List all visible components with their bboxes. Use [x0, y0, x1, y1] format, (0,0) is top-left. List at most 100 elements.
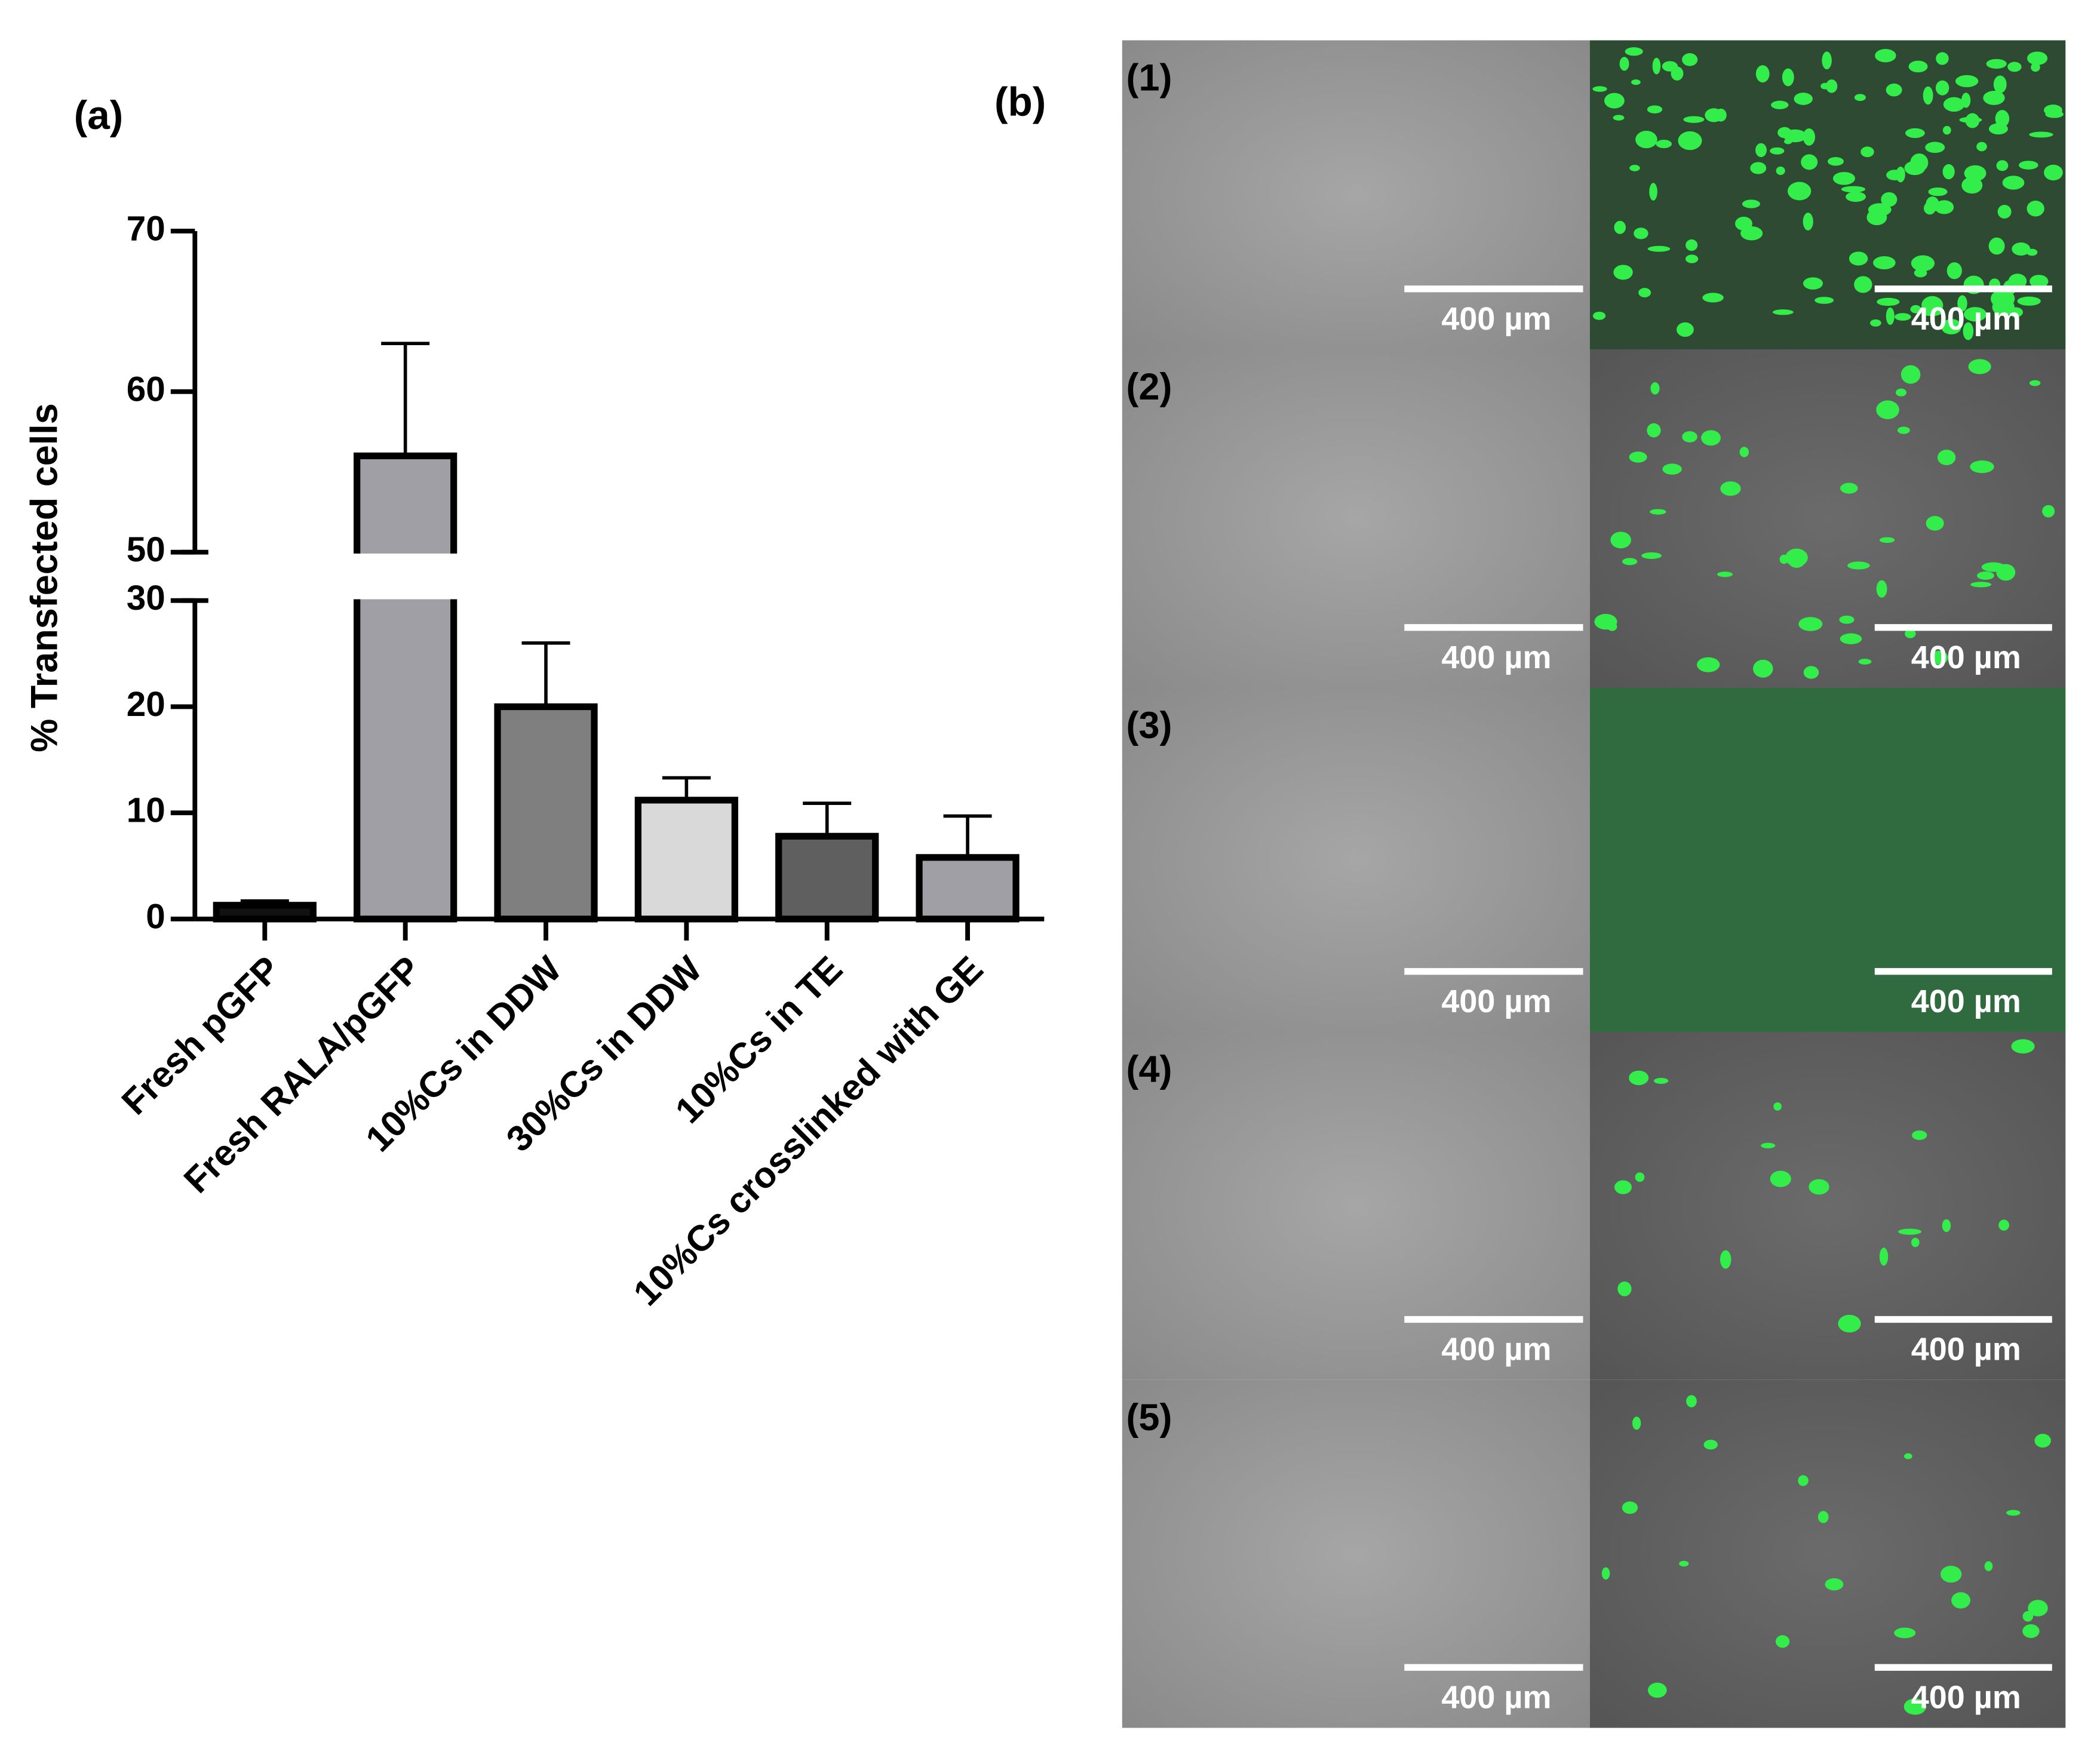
y-tick-label: 20 — [127, 685, 165, 724]
cell-spot — [1995, 110, 2010, 128]
cell-spot — [2002, 176, 2025, 190]
cell-spot — [2027, 51, 2048, 65]
cell-spot — [1926, 516, 1944, 531]
cell-spot — [1970, 582, 1992, 588]
cell-spot — [2022, 1611, 2034, 1622]
cell-spot — [1976, 142, 1987, 152]
cell-spot — [1900, 365, 1921, 384]
cell-spot — [1904, 1453, 1912, 1459]
cell-spot — [1996, 564, 2016, 581]
cell-spot — [1895, 313, 1911, 321]
cell-spot — [1959, 116, 1982, 123]
cell-spot — [2034, 1434, 2051, 1448]
cell-spot — [1594, 613, 1617, 630]
row-label: (5) — [1126, 1397, 1172, 1439]
cell-spot — [1701, 430, 1721, 446]
cell-spot — [1803, 277, 1823, 290]
cell-spot — [1622, 1501, 1638, 1514]
cell-spot — [1783, 139, 1792, 145]
cell-spot — [1647, 105, 1663, 113]
cell-spot — [1986, 59, 2007, 69]
cell-spot — [1936, 52, 1949, 65]
cell-spot — [1840, 633, 1862, 644]
cell-spot — [1847, 561, 1870, 570]
cell-spot — [1683, 116, 1705, 123]
cell-spot — [1619, 57, 1629, 71]
cell-spot — [2042, 505, 2055, 518]
y-tick-label: 70 — [127, 209, 165, 248]
fluorescence-image — [1589, 1379, 2066, 1728]
cell-spot — [1787, 182, 1812, 201]
cell-spot — [1647, 1682, 1667, 1698]
scale-bar-label: 400 µm — [1911, 640, 2021, 675]
cell-spot — [1839, 615, 1855, 624]
cell-spot — [1753, 659, 1773, 678]
cell-spot — [1977, 571, 1994, 580]
cell-spot — [1656, 140, 1672, 149]
cell-spot — [1601, 1567, 1610, 1580]
cell-spot — [1678, 131, 1702, 150]
cell-spot — [1740, 226, 1763, 241]
cell-spot — [1870, 319, 1881, 327]
cell-spot — [2018, 161, 2038, 170]
cell-spot — [1682, 431, 1697, 442]
cell-spot — [1920, 308, 1943, 316]
cell-spot — [1686, 1395, 1697, 1407]
cell-spot — [1794, 93, 1813, 105]
cell-spot — [1879, 1247, 1889, 1266]
y-tick-label: 10 — [127, 791, 165, 830]
cell-spot — [1652, 57, 1661, 75]
cell-spot — [1625, 47, 1643, 56]
cell-spot — [1750, 162, 1767, 174]
cell-spot — [1912, 1130, 1927, 1141]
cell-spot — [1761, 1142, 1776, 1149]
cell-spot — [1968, 359, 1991, 374]
cell-spot — [1826, 79, 1838, 93]
cell-spot — [1925, 142, 1945, 153]
cell-spot — [1782, 68, 1794, 87]
cell-spot — [1785, 548, 1808, 567]
cell-spot — [2028, 1600, 2048, 1617]
cell-spot — [1854, 276, 1872, 293]
cell-spot — [1914, 268, 1927, 278]
cell-spot — [1771, 100, 1789, 109]
cell-spot — [1942, 125, 1951, 135]
cell-spot — [1629, 451, 1647, 463]
cell-spot — [1629, 164, 1640, 171]
cell-spot — [1941, 321, 1961, 334]
cell-spot — [1685, 239, 1698, 251]
cell-spot — [1635, 131, 1657, 149]
cell-spot — [2029, 380, 2041, 386]
cell-spot — [2029, 131, 2053, 138]
cell-spot — [1879, 537, 1895, 543]
cell-spot — [1629, 1070, 1649, 1086]
cell-spot — [1942, 164, 1955, 180]
cell-spot — [1702, 293, 1724, 303]
cell-spot — [2011, 1039, 2035, 1054]
scale-bar-label: 400 µm — [1911, 301, 2021, 337]
y-tick-label: 30 — [127, 579, 165, 617]
cell-spot — [1841, 186, 1866, 193]
cell-spot — [1928, 187, 1948, 196]
cell-spot — [1814, 297, 1834, 304]
cell-spot — [1943, 97, 1965, 112]
cell-spot — [1801, 154, 1818, 170]
y-tick-label: 0 — [146, 897, 165, 936]
cell-spot — [1832, 171, 1856, 185]
cell-spot — [1937, 450, 1956, 466]
cell-spot — [1849, 251, 1868, 266]
cell-spot — [1840, 483, 1858, 494]
cell-spot — [2006, 1510, 2021, 1516]
cell-spot — [1677, 322, 1694, 337]
cell-spot — [2031, 63, 2040, 72]
cell-spot — [1998, 1219, 2010, 1231]
y-axis-label: % Transfected cells — [23, 403, 65, 752]
cell-spot — [1873, 256, 1896, 270]
cell-spot — [1886, 170, 1903, 180]
cell-spot — [1775, 1635, 1790, 1648]
cell-spot — [1903, 1698, 1927, 1715]
cell-spot — [1910, 153, 1929, 172]
cell-spot — [1649, 183, 1657, 201]
cell-spot — [1682, 53, 1698, 66]
